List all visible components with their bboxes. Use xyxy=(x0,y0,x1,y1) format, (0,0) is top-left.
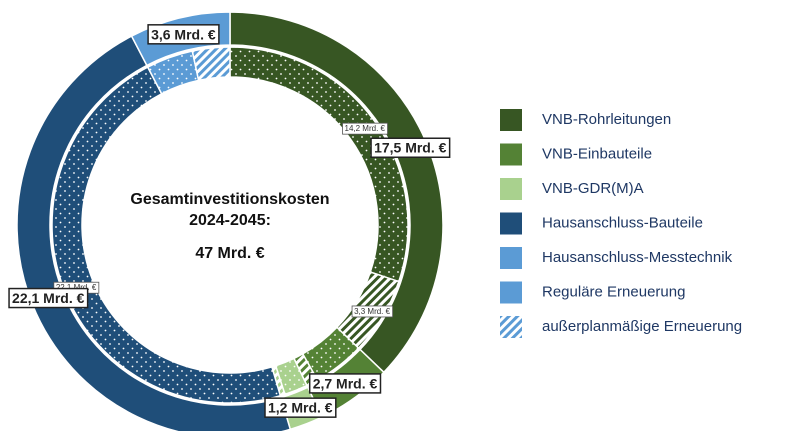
label-text: 14,2 Mrd. € xyxy=(345,124,386,133)
data-label: 2,7 Mrd. € xyxy=(308,373,382,394)
legend-label: Reguläre Erneuerung xyxy=(542,283,685,300)
data-label: 3,3 Mrd. € xyxy=(351,305,394,318)
label-box xyxy=(370,137,451,158)
legend-swatch xyxy=(500,212,522,235)
legend-label: VNB-GDR(M)A xyxy=(542,180,644,197)
label-text: 22,1 Mrd. € xyxy=(12,290,85,306)
inner-segment xyxy=(191,46,231,82)
label-box xyxy=(351,305,394,318)
legend-swatch xyxy=(500,178,522,200)
data-label: 17,5 Mrd. € xyxy=(370,137,451,158)
label-text: 1,2 Mrd. € xyxy=(268,400,333,416)
legend-label: außerplanmäßige Erneuerung xyxy=(542,318,742,335)
label-text: 22,1 Mrd. € xyxy=(56,283,97,292)
label-text: 17,5 Mrd. € xyxy=(374,140,447,156)
label-box xyxy=(264,397,337,418)
label-box xyxy=(308,373,382,394)
label-box xyxy=(342,122,388,135)
data-label: 3,6 Mrd. € xyxy=(147,24,220,45)
legend-swatch xyxy=(500,281,522,304)
label-text: 2,7 Mrd. € xyxy=(313,375,378,391)
legend-label: VNB-Einbauteile xyxy=(542,145,652,162)
data-label: 22,1 Mrd. € xyxy=(8,287,89,309)
center-total: 47 Mrd. € xyxy=(195,245,264,262)
legend-swatch xyxy=(500,316,522,338)
label-box xyxy=(147,24,220,45)
label-text: 3,6 Mrd. € xyxy=(151,26,216,42)
data-label: 14,2 Mrd. € xyxy=(342,122,388,135)
label-box xyxy=(8,287,89,309)
legend-label: VNB-Rohrleitungen xyxy=(542,111,671,128)
center-title: Gesamtinvestitionskosten xyxy=(130,191,329,208)
legend-swatch xyxy=(500,109,522,131)
legend-label: Hausanschluss-Messtechnik xyxy=(542,249,733,266)
legend-label: Hausanschluss-Bauteile xyxy=(542,214,703,231)
legend-swatch xyxy=(500,247,522,269)
data-label: 1,2 Mrd. € xyxy=(264,397,337,418)
legend-swatch xyxy=(500,143,522,166)
label-text: 3,3 Mrd. € xyxy=(354,307,391,316)
center-title: 2024-2045: xyxy=(189,212,271,229)
